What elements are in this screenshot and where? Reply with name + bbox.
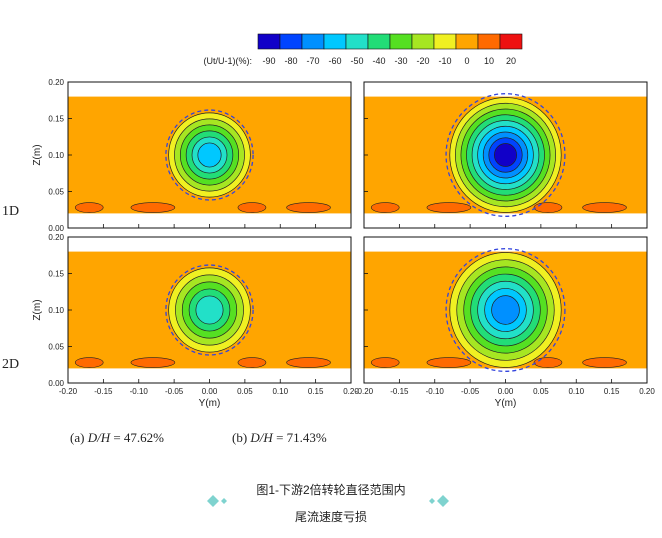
colorbar-swatch (499, 33, 523, 50)
y-tick-label: 0.15 (48, 115, 64, 124)
colorbar-tick-label: -90 (262, 56, 275, 66)
colorbar-swatch (367, 33, 391, 50)
y-axis-label: Z(m) (32, 299, 43, 320)
contour-band (491, 295, 520, 325)
x-tick-label: 0.15 (604, 387, 620, 396)
colorbar-swatch (455, 33, 479, 50)
contour-patch (426, 357, 472, 368)
contour-group (370, 97, 627, 213)
diamond-ornament-left (207, 495, 227, 507)
colorbar-tick-label: 20 (506, 56, 516, 66)
contour-group (74, 112, 331, 213)
y-tick-label: 0.20 (48, 78, 64, 87)
rotor-outline-dashed (445, 93, 566, 217)
contour-band (195, 295, 224, 325)
x-tick-label: -0.05 (461, 387, 480, 396)
row-label: 2D (2, 357, 19, 372)
x-tick-label: -0.05 (165, 387, 184, 396)
row-label: 1D (2, 204, 19, 219)
contour-group (370, 252, 627, 368)
x-tick-label: 0.05 (237, 387, 253, 396)
x-axis-label: Y(m) (199, 398, 221, 409)
x-tick-label: 0.10 (568, 387, 584, 396)
y-tick-label: 0.05 (48, 343, 64, 352)
contour-patch (74, 357, 104, 368)
contour-patch (286, 357, 331, 368)
contour-patch (426, 202, 472, 213)
colorbar-tick-label: -30 (394, 56, 407, 66)
colorbar-swatch (279, 33, 303, 50)
colorbar-tick-label: -60 (328, 56, 341, 66)
y-tick-label: 0.20 (48, 233, 64, 242)
x-tick-label: 0.15 (308, 387, 324, 396)
figure-caption-line1: 图1-下游2倍转轮直径范围内 (256, 483, 406, 497)
contour-group (74, 267, 331, 368)
x-tick-label: 0.05 (533, 387, 549, 396)
y-tick-label: 0.05 (48, 188, 64, 197)
contour-patch (533, 357, 563, 368)
x-tick-label: -0.20 (59, 387, 78, 396)
contour-band (494, 143, 517, 167)
x-tick-label: -0.10 (426, 387, 445, 396)
y-tick-label: 0.15 (48, 270, 64, 279)
colorbar-swatch (389, 33, 413, 50)
colorbar-swatch (301, 33, 325, 50)
colorbar-swatch (477, 33, 501, 50)
y-tick-label: 0.10 (48, 151, 64, 160)
x-tick-label: -0.15 (94, 387, 113, 396)
subcaption-b: (b) D/H = 71.43% (232, 430, 327, 445)
y-tick-label: 0.00 (48, 224, 64, 233)
rotor-outline-dashed (165, 264, 254, 356)
contour-patch (286, 202, 331, 213)
contour-band (197, 142, 222, 168)
x-tick-label: -0.10 (130, 387, 149, 396)
y-tick-label: 0.10 (48, 306, 64, 315)
colorbar-swatch (433, 33, 457, 50)
contour-patch (237, 357, 267, 368)
y-axis-label: Z(m) (32, 144, 43, 165)
x-tick-label: 0.10 (272, 387, 288, 396)
contour-patch (370, 202, 400, 213)
x-tick-label: -0.20 (355, 387, 374, 396)
colorbar-label: (Ut/U-1)(%): (204, 56, 253, 66)
colorbar-tick-label: -40 (372, 56, 385, 66)
x-tick-label: 0.20 (639, 387, 655, 396)
contour-patch (74, 202, 104, 213)
colorbar-tick-label: -20 (416, 56, 429, 66)
figure-caption-line2: 尾流速度亏损 (294, 510, 367, 524)
y-tick-label: 0.00 (48, 379, 64, 388)
contour-patch (130, 202, 176, 213)
x-tick-label: 0.00 (498, 387, 514, 396)
contour-patch (533, 202, 563, 213)
colorbar-tick-label: -70 (306, 56, 319, 66)
colorbar-tick-label: 0 (464, 56, 469, 66)
contour-patch (237, 202, 267, 213)
colorbar-tick-label: -10 (438, 56, 451, 66)
rotor-outline-dashed (165, 109, 254, 201)
colorbar-swatch (257, 33, 281, 50)
x-tick-label: 0.20 (343, 387, 359, 396)
colorbar-swatch (345, 33, 369, 50)
x-axis-label: Y(m) (495, 398, 517, 409)
x-tick-label: -0.15 (390, 387, 409, 396)
diamond-ornament-right (429, 495, 449, 507)
contour-patch (582, 202, 627, 213)
x-tick-label: 0.00 (202, 387, 218, 396)
contour-patch (370, 357, 400, 368)
contour-patch (582, 357, 627, 368)
colorbar-swatch (323, 33, 347, 50)
contour-figure: (Ut/U-1)(%): -90 -80 -70 -60 -50 -40 -30 -20 -10 0… (2, 33, 655, 409)
colorbar-tick-label: -80 (284, 56, 297, 66)
colorbar-tick-label: -50 (350, 56, 363, 66)
colorbar-tick-label: 10 (484, 56, 494, 66)
contour-patch (130, 357, 176, 368)
colorbar-swatch (411, 33, 435, 50)
subcaption-a: (a) D/H = 47.62% (70, 430, 164, 445)
rotor-outline-dashed (445, 248, 566, 372)
